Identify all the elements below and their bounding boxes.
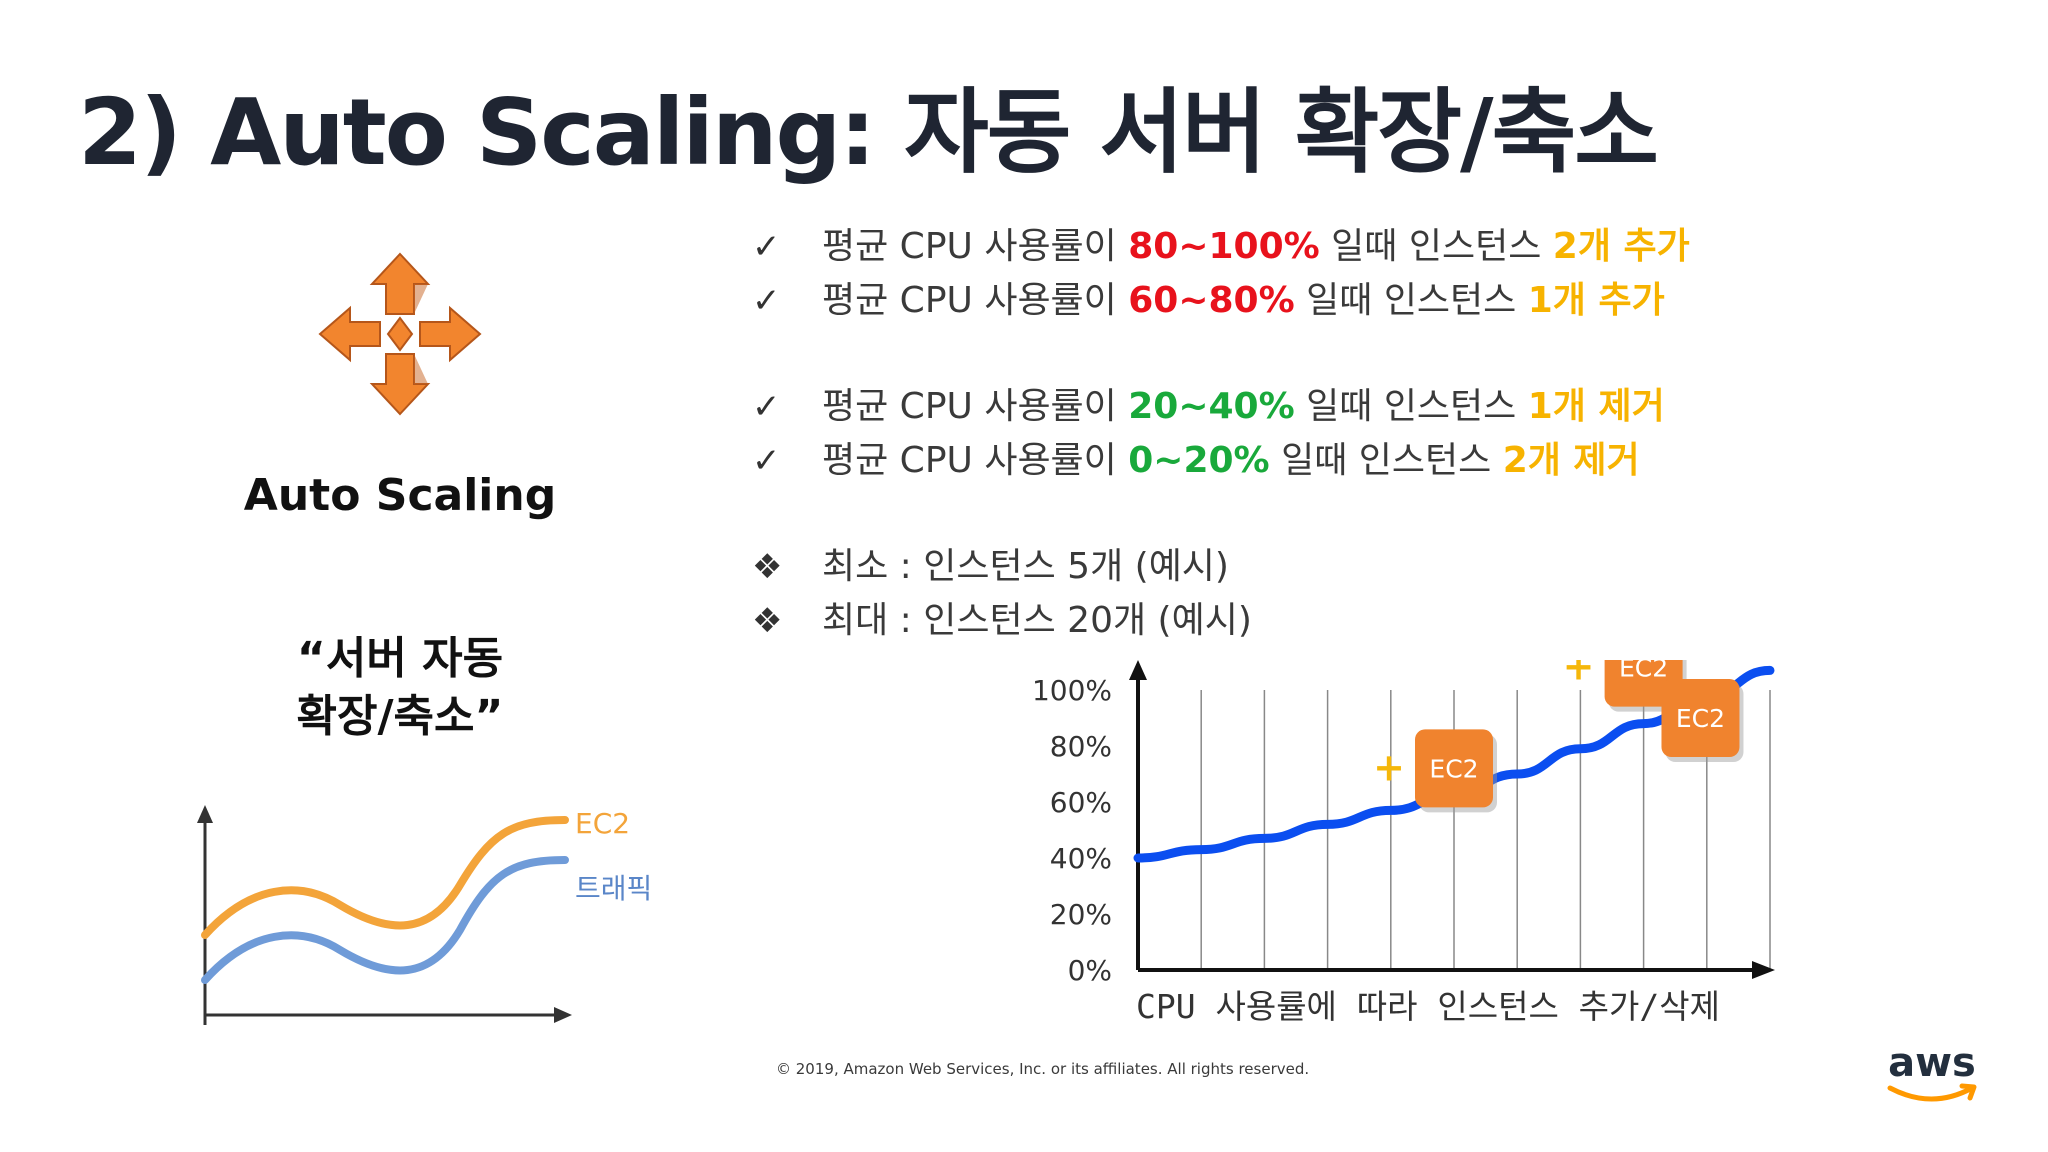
rule-middle: 일때 인스턴스 xyxy=(1294,280,1528,321)
rule-item: ✓ 평균 CPU 사용률이 60~80% 일때 인스턴스 1개 추가 xyxy=(752,276,1665,326)
auto-scaling-icon xyxy=(318,252,482,416)
mini-y-arrow xyxy=(197,805,213,823)
rule-item: ✓ 평균 CPU 사용률이 80~100% 일때 인스턴스 2개 추가 xyxy=(752,222,1690,272)
check-icon: ✓ xyxy=(752,281,781,321)
y-tick-label: 40% xyxy=(1050,842,1112,875)
limit-text: 최소 : 인스턴스 5개 (예시) xyxy=(822,546,1229,587)
check-icon: ✓ xyxy=(752,227,781,267)
mini-trend-chart: EC2 트래픽 xyxy=(197,805,652,1025)
y-tick-label: 20% xyxy=(1050,898,1112,931)
rule-range: 0~20% xyxy=(1128,440,1270,481)
quote-line-1: “서버 자동 xyxy=(296,633,504,684)
plus-icon: + xyxy=(1373,745,1405,789)
quote-line-2: 확장/축소” xyxy=(296,691,504,742)
diamond-bullet-icon: ❖ xyxy=(752,601,783,641)
rule-item: ✓ 평균 CPU 사용률이 20~40% 일때 인스턴스 1개 제거 xyxy=(752,382,1665,432)
mini-ec2-label: EC2 xyxy=(575,807,630,840)
rule-prefix: 평균 CPU 사용률이 xyxy=(822,440,1129,481)
diamond-bullet-icon: ❖ xyxy=(752,547,783,587)
rule-prefix: 평균 CPU 사용률이 xyxy=(822,280,1129,321)
rule-item: ✓ 평균 CPU 사용률이 0~20% 일때 인스턴스 2개 제거 xyxy=(752,436,1640,486)
rule-range: 80~100% xyxy=(1128,226,1320,267)
slide-title: 2) Auto Scaling: 자동 서버 확장/축소 xyxy=(78,79,1659,186)
limit-item: ❖ 최소 : 인스턴스 5개 (예시) xyxy=(752,542,1229,592)
rule-prefix: 평균 CPU 사용률이 xyxy=(822,226,1129,267)
plus-icon: + xyxy=(1563,660,1595,689)
rule-action: 2개 추가 xyxy=(1552,226,1690,267)
y-tick-label: 80% xyxy=(1050,730,1112,763)
ec2-box xyxy=(1415,729,1493,808)
rule-middle: 일때 인스턴스 xyxy=(1319,226,1553,267)
quote-text: “서버 자동 확장/축소” xyxy=(200,630,600,746)
ec2-box xyxy=(1661,679,1740,757)
aws-smile-icon xyxy=(1887,1085,1975,1102)
check-icon: ✓ xyxy=(752,387,781,427)
aws-logo: aws xyxy=(1887,1040,1977,1102)
rule-range: 60~80% xyxy=(1128,280,1295,321)
limit-item: ❖ 최대 : 인스턴스 20개 (예시) xyxy=(752,596,1252,646)
rule-range: 20~40% xyxy=(1128,386,1295,427)
mini-traffic-label: 트래픽 xyxy=(575,872,652,905)
y-tick-label: 0% xyxy=(1068,954,1112,987)
x-axis-arrow xyxy=(1752,961,1775,979)
rule-action: 1개 추가 xyxy=(1527,280,1665,321)
aws-smile-arrow-icon xyxy=(1959,1083,1977,1101)
mini-traffic-line xyxy=(201,856,569,984)
rule-action: 2개 제거 xyxy=(1502,440,1640,481)
copyright-footer: © 2019, Amazon Web Services, Inc. or its… xyxy=(776,1060,1310,1078)
y-tick-label: 100% xyxy=(1032,674,1112,707)
x-axis-label: CPU 사용률에 따라 인스턴스 추가/삭제 xyxy=(1136,987,1720,1026)
limit-text: 최대 : 인스턴스 20개 (예시) xyxy=(822,600,1252,641)
mini-ec2-line xyxy=(201,816,569,939)
auto-scaling-label: Auto Scaling xyxy=(243,470,557,521)
rule-middle: 일때 인스턴스 xyxy=(1294,386,1528,427)
rule-middle: 일때 인스턴스 xyxy=(1269,440,1503,481)
cpu-scaling-chart: 100% 80% 60% 40% 20% 0% EC2 + EC2 + EC2 CPU 사용률에 따라… xyxy=(1032,660,1775,1026)
mini-x-arrow xyxy=(554,1007,572,1023)
rule-action: 1개 제거 xyxy=(1527,386,1665,427)
y-tick-label: 60% xyxy=(1050,786,1112,819)
rule-prefix: 평균 CPU 사용률이 xyxy=(822,386,1129,427)
ec2-box-label: EC2 xyxy=(1429,754,1478,783)
ec2-box-label: EC2 xyxy=(1676,704,1725,733)
check-icon: ✓ xyxy=(752,441,781,481)
aws-logo-text: aws xyxy=(1888,1040,1976,1086)
y-axis-arrow xyxy=(1129,660,1147,680)
ec2-box-label: EC2 xyxy=(1619,660,1668,683)
